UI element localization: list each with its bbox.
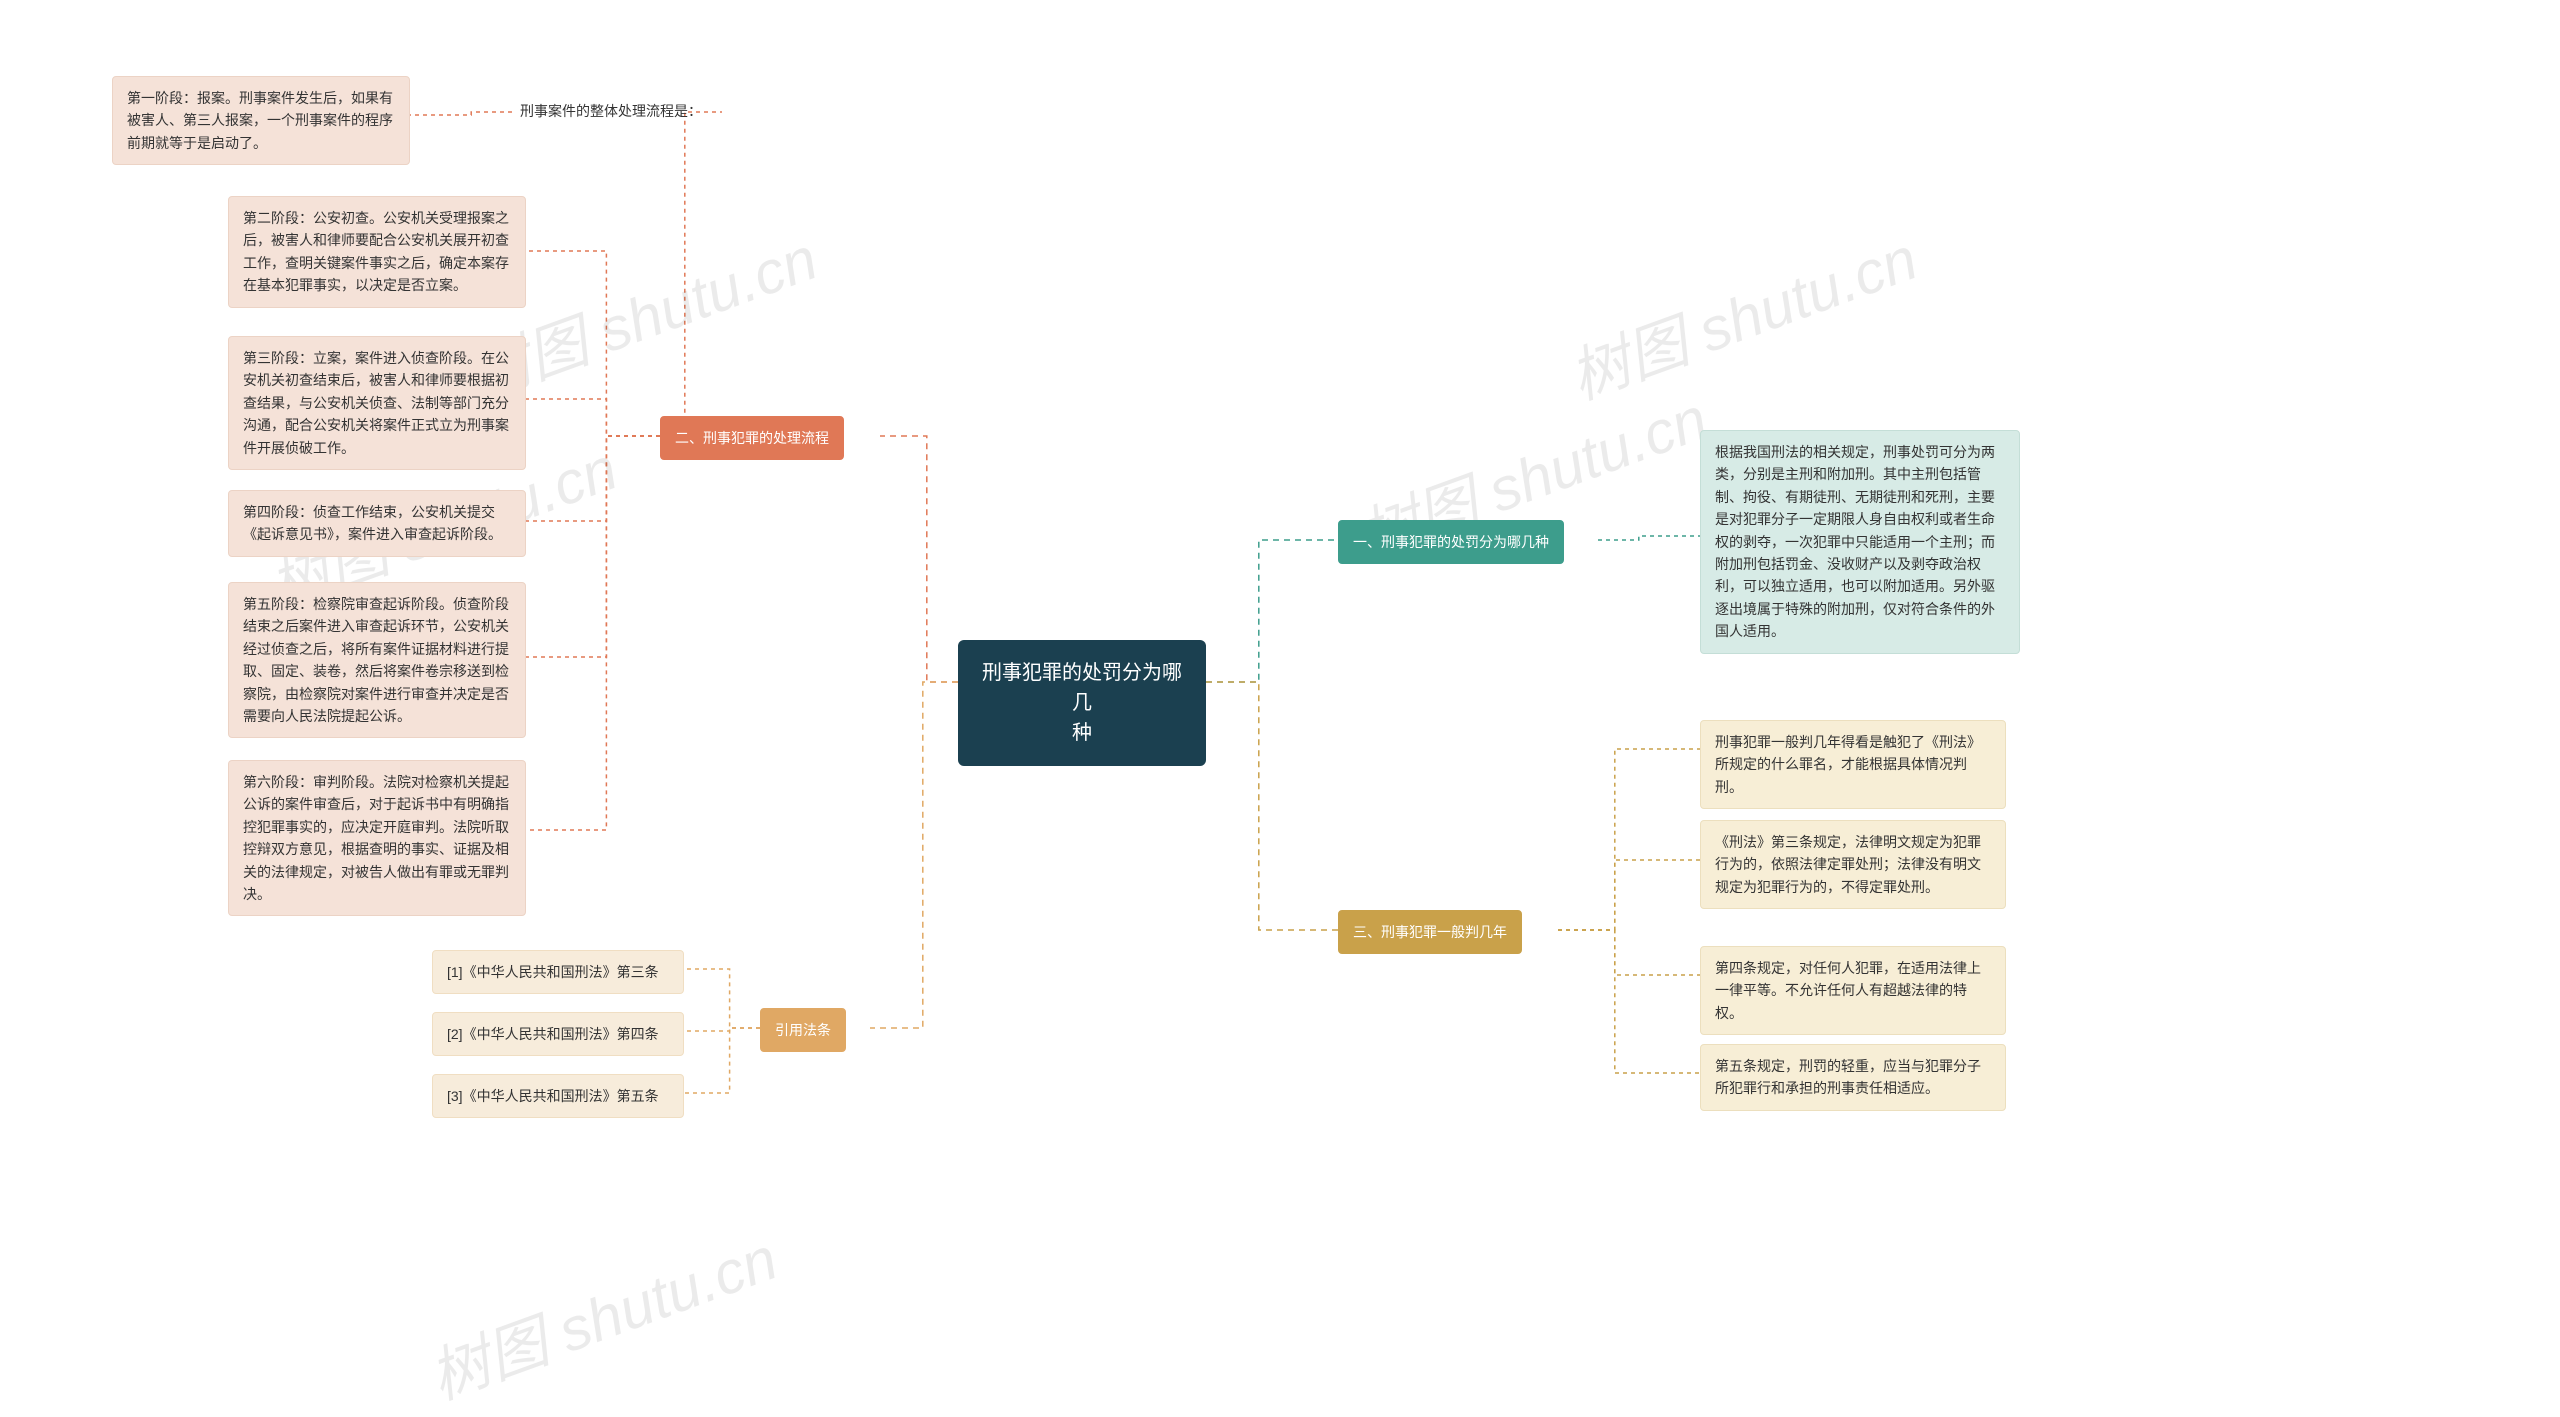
leaf-stage-3: 第三阶段：立案，案件进入侦查阶段。在公安机关初查结束后，被害人和律师要根据初查结…: [228, 336, 526, 470]
branch-sentence-years: 三、刑事犯罪一般判几年: [1338, 910, 1522, 954]
watermark: 树图 shutu.cn: [1556, 210, 1927, 416]
leaf-years-1: 《刑法》第三条规定，法律明文规定为犯罪行为的，依照法律定罪处刑；法律没有明文规定…: [1700, 820, 2006, 909]
leaf-stage-6: 第六阶段：审判阶段。法院对检察机关提起公诉的案件审查后，对于起诉书中有明确指控犯…: [228, 760, 526, 916]
leaf-stage-1: 第一阶段：报案。刑事案件发生后，如果有被害人、第三人报案，一个刑事案件的程序前期…: [112, 76, 410, 165]
leaf-process-header: 刑事案件的整体处理流程是：: [512, 96, 722, 126]
branch-process-flow: 二、刑事犯罪的处理流程: [660, 416, 844, 460]
leaf-citation-1: [2]《中华人民共和国刑法》第四条: [432, 1012, 684, 1056]
leaf-stage-5: 第五阶段：检察院审查起诉阶段。侦查阶段结束之后案件进入审查起诉环节，公安机关经过…: [228, 582, 526, 738]
branch-punishment-types: 一、刑事犯罪的处罚分为哪几种: [1338, 520, 1564, 564]
watermark: 树图 shutu.cn: [416, 1210, 787, 1416]
leaf-stage-4: 第四阶段：侦查工作结束，公安机关提交《起诉意见书》，案件进入审查起诉阶段。: [228, 490, 526, 557]
leaf-citation-2: [3]《中华人民共和国刑法》第五条: [432, 1074, 684, 1118]
leaf-stage-2: 第二阶段：公安初查。公安机关受理报案之后，被害人和律师要配合公安机关展开初查工作…: [228, 196, 526, 308]
mindmap-root: 刑事犯罪的处罚分为哪几 种: [958, 640, 1206, 766]
leaf-years-2: 第四条规定，对任何人犯罪，在适用法律上一律平等。不允许任何人有超越法律的特权。: [1700, 946, 2006, 1035]
leaf-years-3: 第五条规定，刑罚的轻重，应当与犯罪分子所犯罪行和承担的刑事责任相适应。: [1700, 1044, 2006, 1111]
leaf-years-0: 刑事犯罪一般判几年得看是触犯了《刑法》所规定的什么罪名，才能根据具体情况判刑。: [1700, 720, 2006, 809]
leaf-citation-0: [1]《中华人民共和国刑法》第三条: [432, 950, 684, 994]
branch-citations: 引用法条: [760, 1008, 846, 1052]
leaf-punishment-types-detail: 根据我国刑法的相关规定，刑事处罚可分为两类，分别是主刑和附加刑。其中主刑包括管制…: [1700, 430, 2020, 654]
